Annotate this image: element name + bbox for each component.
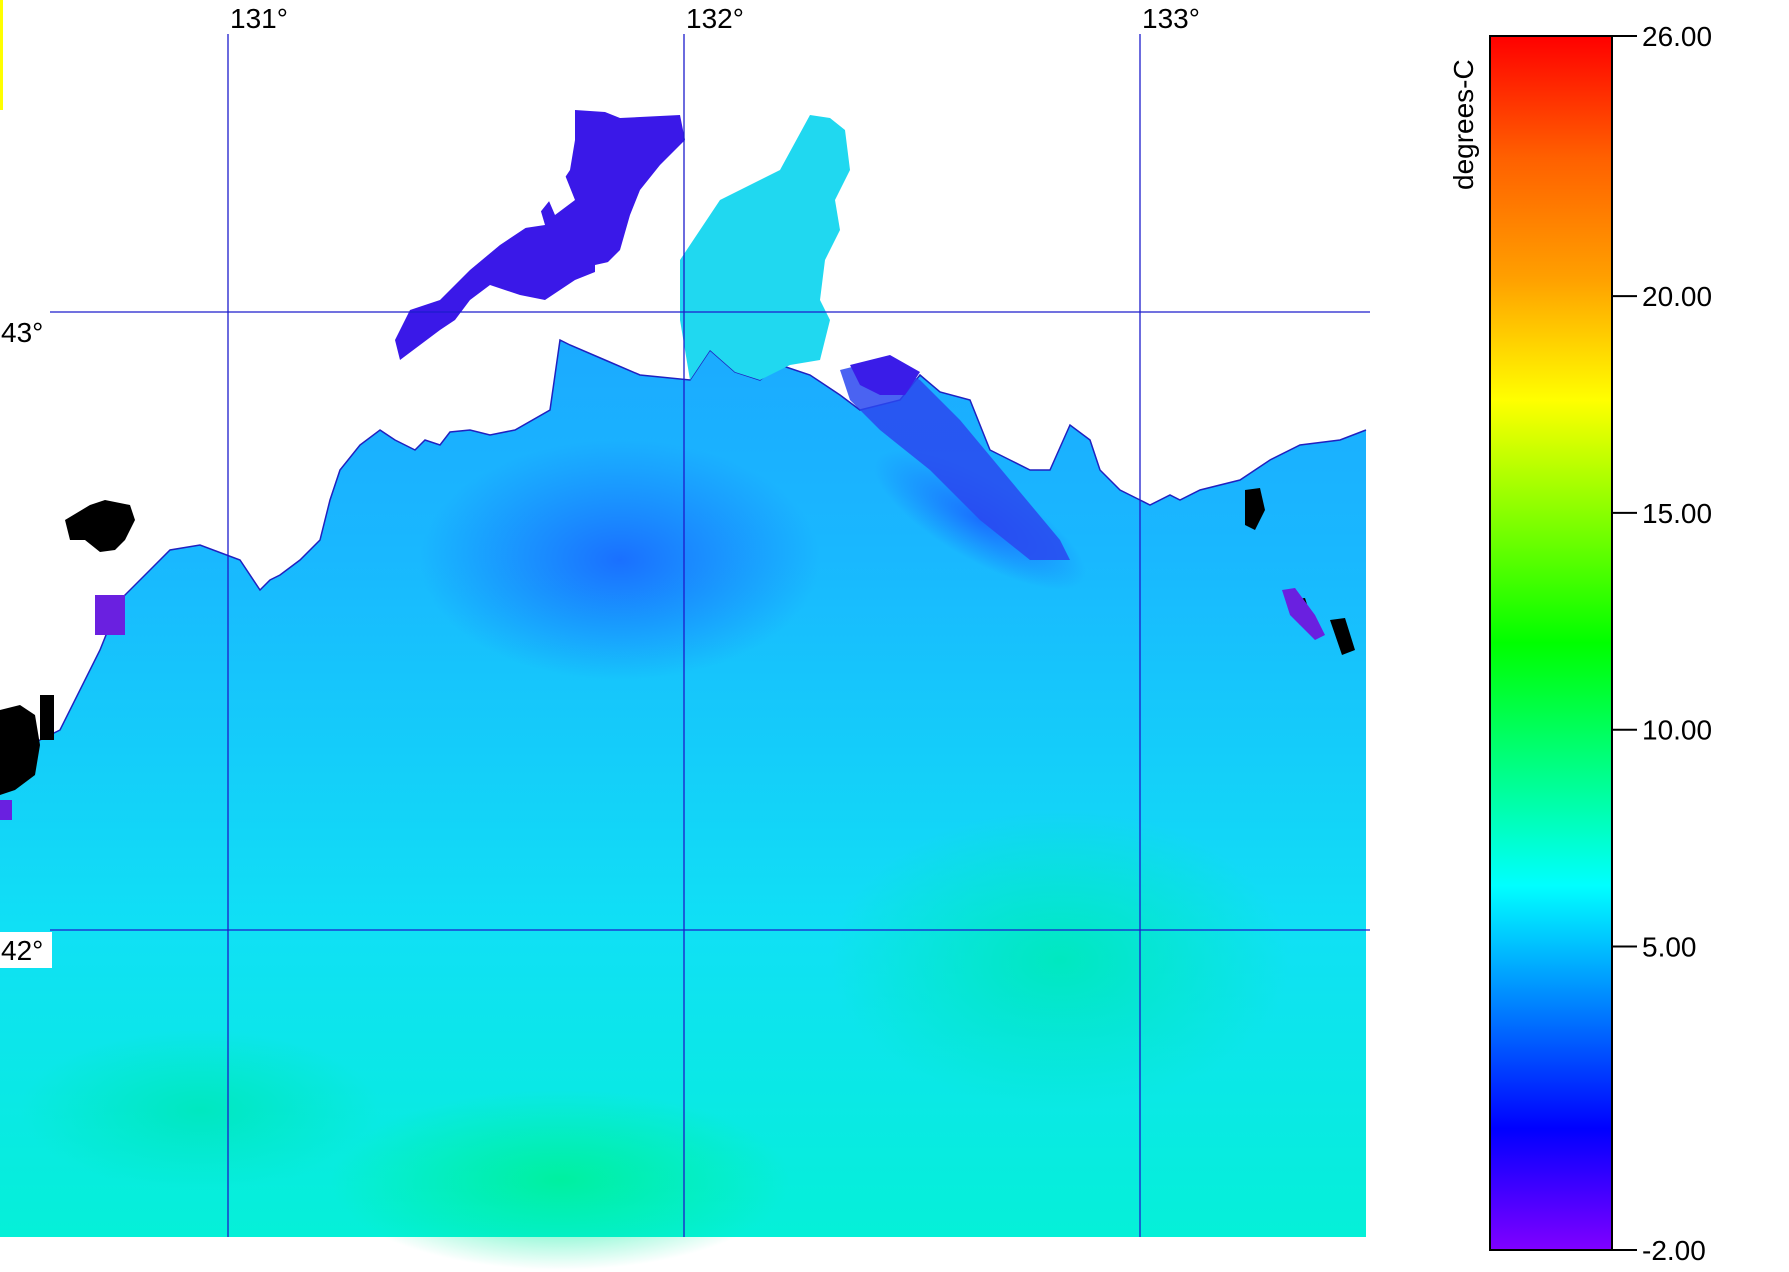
- near-no-data-cold-pixels: [0, 588, 1325, 820]
- cold-pixel-west: [95, 595, 125, 635]
- ussuri-bay-cold-pocket: [850, 355, 920, 395]
- no-data-patch-west-strip: [40, 695, 54, 740]
- colorbar-ticks: 26.00 20.00 15.00 10.00 5.00 -2.00: [1612, 21, 1712, 1266]
- no-data-patch-west-lower: [0, 705, 40, 795]
- colorbar-fill: [1490, 36, 1612, 1250]
- colorbar-frame: [1489, 35, 1613, 1251]
- lon-label-132: 132°: [686, 3, 744, 34]
- warm-patch-southeast: [830, 810, 1290, 1110]
- lon-label-bg-133: [1137, 0, 1207, 34]
- warm-patch-southwest: [20, 1030, 380, 1190]
- peninsula-water-east: [680, 115, 850, 380]
- lat-label-bg-42: [0, 932, 52, 968]
- no-data-patch-west-upper: [65, 500, 135, 552]
- colorbar-tick-label: 15.00: [1642, 498, 1712, 529]
- colorbar-tick-label: 5.00: [1642, 932, 1697, 963]
- cool-patch-center: [420, 440, 820, 680]
- top-left-marker: [0, 0, 3, 110]
- graticule: [50, 34, 1370, 1237]
- colorbar-tick-label: -2.00: [1642, 1235, 1706, 1266]
- cold-pixel-edge: [0, 800, 12, 820]
- coastline: [0, 338, 1367, 761]
- lat-label-bg-43: [0, 314, 52, 350]
- colorbar-tick-label: 20.00: [1642, 281, 1712, 312]
- lat-label-42: 42°: [1, 935, 43, 966]
- no-data-patch-east-upper: [1245, 488, 1265, 530]
- amur-bay-cold-water: [395, 110, 685, 360]
- warm-patch-south: [330, 1090, 790, 1270]
- cold-pixel-east: [1282, 588, 1325, 640]
- colorbar: 26.00 20.00 15.00 10.00 5.00 -2.00 degrees-C: [1448, 21, 1712, 1266]
- colorbar-tick-label: 26.00: [1642, 21, 1712, 52]
- lon-label-133: 133°: [1142, 3, 1200, 34]
- lat-label-43: 43°: [1, 317, 43, 348]
- colorbar-unit-label: degrees-C: [1448, 59, 1479, 190]
- lon-label-bg-131: [225, 0, 295, 34]
- lon-label-bg-132: [681, 0, 751, 34]
- amur-bay-land-islands: [520, 175, 660, 305]
- land-coast: [0, 0, 1366, 760]
- ussuri-bay-cold-plume: [840, 360, 1070, 560]
- no-data-patch-east-mid2: [1330, 618, 1355, 655]
- lon-label-131: 131°: [230, 3, 288, 34]
- no-data-pixels: [0, 488, 1355, 795]
- colorbar-tick-label: 10.00: [1642, 715, 1712, 746]
